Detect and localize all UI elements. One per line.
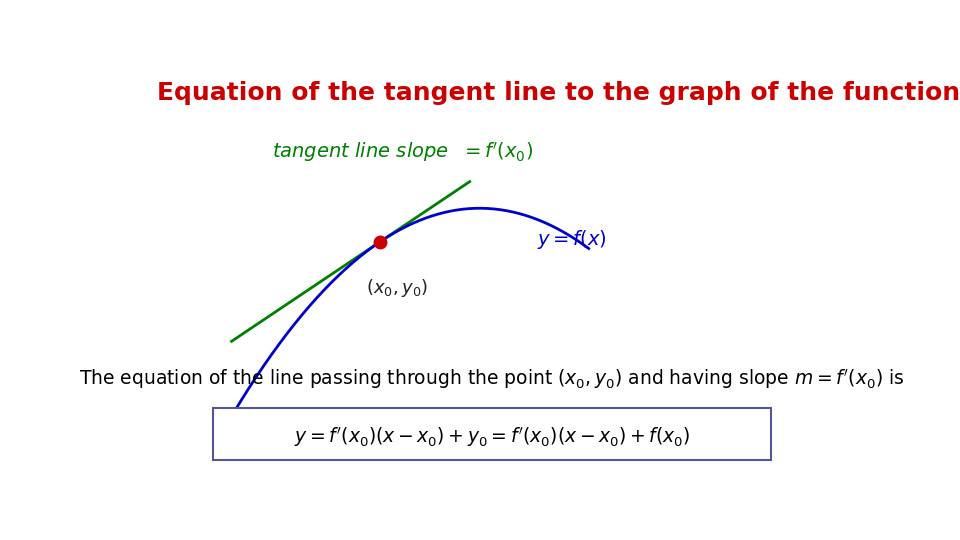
Text: $y = f'(x_0)(x - x_0) + y_0 = f'(x_0)(x - x_0) + f(x_0)$: $y = f'(x_0)(x - x_0) + y_0 = f'(x_0)(x … — [294, 425, 690, 449]
FancyBboxPatch shape — [213, 408, 771, 460]
Text: tangent line slope  $= f'(x_0)$: tangent line slope $= f'(x_0)$ — [273, 140, 533, 164]
Text: The equation of the line passing through the point $(x_0, y_0)$ and having slope: The equation of the line passing through… — [80, 367, 904, 391]
Text: $(x_0, y_0)$: $(x_0, y_0)$ — [366, 277, 427, 299]
Text: $y = f(x)$: $y = f(x)$ — [537, 228, 607, 251]
Text: Equation of the tangent line to the graph of the function: Equation of the tangent line to the grap… — [157, 82, 960, 105]
